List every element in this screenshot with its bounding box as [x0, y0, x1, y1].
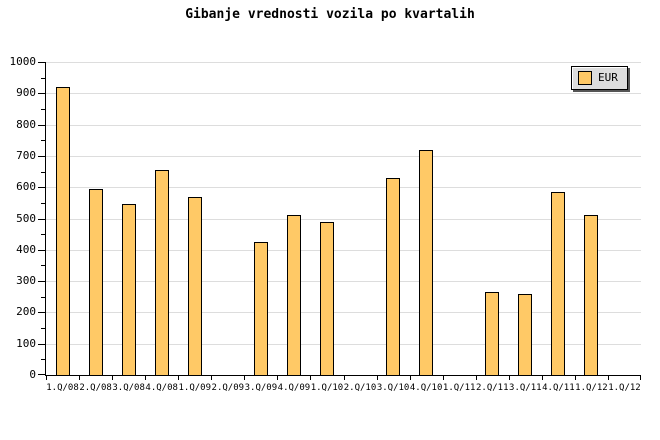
bar — [287, 215, 301, 375]
x-axis-tick-label: 2.Q/10 — [343, 383, 377, 393]
y-axis-minor-tick — [41, 359, 46, 361]
x-axis-tick — [244, 375, 245, 380]
y-axis-minor-tick — [41, 140, 46, 142]
x-axis-tick — [377, 375, 378, 380]
x-axis-tick-label: 1.Q/08 — [46, 383, 79, 393]
x-axis-tick-label: 4.Q/08 — [145, 383, 178, 393]
y-axis-tick-label: 300 — [16, 274, 36, 288]
x-axis-tick — [542, 375, 543, 380]
y-axis-tick — [38, 93, 46, 95]
bar — [89, 189, 103, 375]
bar — [122, 204, 136, 375]
y-axis-tick — [38, 155, 46, 157]
x-axis-tick-label: 3.Q/09 — [244, 383, 278, 393]
gridline — [46, 249, 641, 251]
bar — [518, 294, 532, 375]
gridline — [46, 343, 641, 345]
chart-title: Gibanje vrednosti vozila po kvartalih — [185, 7, 475, 22]
y-axis-minor-tick — [41, 328, 46, 330]
x-axis-tick-label: 4.Q/09 — [277, 383, 311, 393]
y-axis-tick — [38, 374, 46, 375]
y-axis-minor-tick — [41, 171, 46, 173]
x-axis-tick — [211, 375, 212, 380]
bar — [551, 192, 565, 375]
gridline — [46, 312, 641, 314]
x-axis-tick-label: 1.Q/12 — [608, 383, 641, 393]
y-axis-tick-label: 1000 — [9, 55, 37, 68]
bar — [188, 197, 202, 375]
x-axis-tick-label: 1.Q/10 — [310, 383, 344, 393]
x-axis-tick — [79, 375, 80, 380]
x-axis-tick-label: 4.Q/10 — [409, 383, 443, 393]
y-axis-tick — [38, 62, 46, 63]
bar — [254, 242, 268, 375]
y-axis-minor-tick — [41, 265, 46, 267]
gridline — [46, 218, 641, 220]
y-axis-tick-label: 800 — [16, 117, 36, 131]
x-axis-tick-label: 2.Q/09 — [211, 383, 245, 393]
x-axis-tick-label: 2.Q/11 — [475, 383, 509, 393]
y-axis-tick-label: 400 — [16, 242, 36, 256]
x-axis-tick — [640, 375, 641, 380]
x-axis-tick — [145, 375, 146, 380]
gridline — [46, 281, 641, 283]
x-axis-tick-label: 1.Q/12 — [575, 383, 608, 393]
gridline — [46, 124, 641, 126]
gridline — [46, 155, 641, 157]
y-axis-tick — [38, 218, 46, 220]
x-axis-tick-label: 3.Q/10 — [376, 383, 410, 393]
y-axis-tick — [38, 249, 46, 251]
x-axis-tick — [344, 375, 345, 380]
x-axis-tick-label: 2.Q/08 — [79, 383, 112, 393]
gridline — [46, 62, 641, 63]
y-axis-tick-label: 500 — [16, 211, 36, 225]
y-axis-minor-tick — [41, 77, 46, 79]
legend[interactable]: EUR — [571, 66, 628, 90]
x-axis-tick — [178, 375, 179, 380]
x-axis-tick — [476, 375, 477, 380]
bar — [56, 87, 70, 375]
bar — [320, 222, 334, 375]
legend-swatch-icon — [578, 71, 592, 85]
y-axis-tick-label: 200 — [16, 305, 36, 319]
bar — [584, 215, 598, 375]
x-axis-tick — [277, 375, 278, 380]
y-axis-tick — [38, 343, 46, 345]
y-axis-minor-tick — [41, 108, 46, 110]
x-axis-tick — [310, 375, 311, 380]
x-axis-tick — [509, 375, 510, 380]
x-axis-tick — [46, 375, 47, 380]
x-axis-tick — [112, 375, 113, 380]
gridline — [46, 93, 641, 95]
y-axis-tick-label: 600 — [16, 180, 36, 194]
y-axis-minor-tick — [41, 202, 46, 204]
y-axis-tick-label: 0 — [29, 368, 36, 381]
y-axis-tick — [38, 281, 46, 283]
y-axis-tick-label: 100 — [16, 336, 36, 350]
y-axis-tick — [38, 124, 46, 126]
x-axis-tick-label: 3.Q/11 — [509, 383, 542, 393]
y-axis-minor-tick — [41, 234, 46, 236]
bar — [155, 170, 169, 375]
x-axis-tick — [443, 375, 444, 380]
bar — [485, 292, 499, 375]
x-axis-tick-label: 1.Q/11 — [442, 383, 476, 393]
x-axis-tick-label: 4.Q/11 — [542, 383, 575, 393]
y-axis-tick-label: 900 — [16, 86, 36, 100]
legend-label: EUR — [598, 71, 618, 84]
y-axis-tick-label: 700 — [16, 148, 36, 162]
x-axis-tick — [608, 375, 609, 380]
plot-area: 0 100 200 300 400 500 600 700 800 900 1000 1.Q/08 2.… — [10, 56, 641, 393]
x-axis-tick — [410, 375, 411, 380]
bar — [386, 178, 400, 375]
y-axis-minor-tick — [41, 296, 46, 298]
y-axis-tick — [38, 312, 46, 314]
y-axis-tick — [38, 187, 46, 189]
x-axis-tick-label: 1.Q/09 — [178, 383, 212, 393]
bar — [419, 150, 433, 375]
x-axis-tick — [575, 375, 576, 380]
x-axis-tick-label: 3.Q/08 — [112, 383, 145, 393]
gridline — [46, 187, 641, 189]
